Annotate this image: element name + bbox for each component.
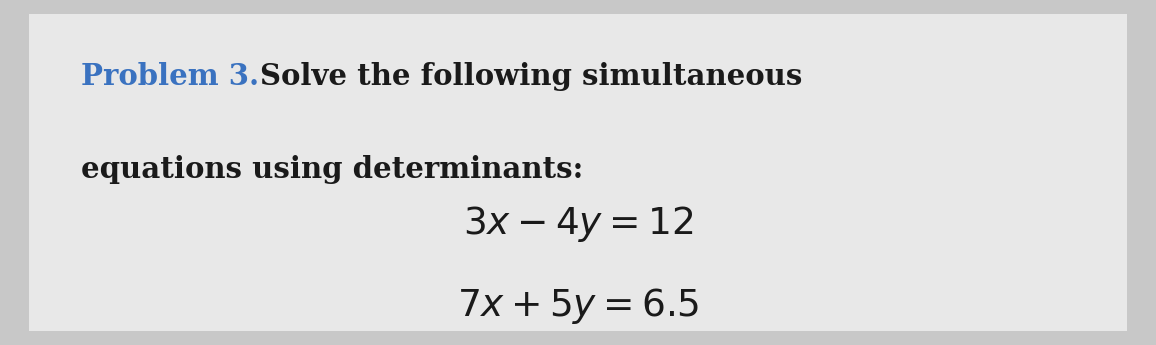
Text: $3x - 4y = 12$: $3x - 4y = 12$ bbox=[462, 204, 694, 244]
Text: $7x + 5y = 6.5$: $7x + 5y = 6.5$ bbox=[457, 286, 699, 326]
Text: Problem 3.: Problem 3. bbox=[81, 62, 259, 91]
Text: equations using determinants:: equations using determinants: bbox=[81, 155, 584, 184]
Text: Solve the following simultaneous: Solve the following simultaneous bbox=[260, 62, 802, 91]
